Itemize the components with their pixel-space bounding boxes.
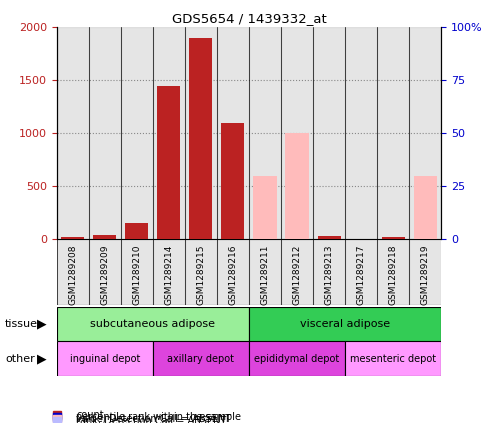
- Text: inguinal depot: inguinal depot: [70, 354, 140, 364]
- Text: subcutaneous adipose: subcutaneous adipose: [90, 319, 215, 329]
- Bar: [345, 341, 441, 376]
- Bar: [153, 341, 249, 376]
- Text: GSM1289211: GSM1289211: [260, 244, 270, 305]
- Bar: [285, 133, 309, 239]
- Bar: [414, 176, 437, 239]
- Bar: [125, 223, 148, 239]
- Bar: [121, 27, 153, 239]
- Bar: [382, 237, 405, 239]
- Bar: [249, 239, 281, 305]
- Text: GSM1289208: GSM1289208: [68, 244, 77, 305]
- Bar: [253, 176, 277, 239]
- Text: GSM1289216: GSM1289216: [228, 244, 238, 305]
- Text: percentile rank within the sample: percentile rank within the sample: [76, 412, 242, 423]
- Bar: [57, 341, 153, 376]
- Text: GSM1289210: GSM1289210: [132, 244, 141, 305]
- Bar: [185, 239, 217, 305]
- Bar: [221, 123, 245, 239]
- Bar: [121, 239, 153, 305]
- Bar: [313, 239, 345, 305]
- Bar: [57, 239, 89, 305]
- Bar: [317, 236, 341, 239]
- Text: rank, Detection Call = ABSENT: rank, Detection Call = ABSENT: [76, 416, 227, 423]
- Text: count: count: [76, 410, 104, 420]
- Bar: [89, 239, 121, 305]
- Bar: [345, 239, 377, 305]
- Text: GSM1289218: GSM1289218: [388, 244, 398, 305]
- Text: value, Detection Call = ABSENT: value, Detection Call = ABSENT: [76, 415, 232, 423]
- Bar: [281, 27, 313, 239]
- Bar: [153, 239, 185, 305]
- Text: GSM1289219: GSM1289219: [421, 244, 430, 305]
- Bar: [409, 27, 441, 239]
- Text: GSM1289209: GSM1289209: [100, 244, 109, 305]
- Bar: [157, 86, 180, 239]
- Bar: [185, 27, 217, 239]
- Text: axillary depot: axillary depot: [168, 354, 234, 364]
- Text: GSM1289212: GSM1289212: [292, 244, 302, 305]
- Text: GSM1289217: GSM1289217: [356, 244, 366, 305]
- Title: GDS5654 / 1439332_at: GDS5654 / 1439332_at: [172, 12, 326, 25]
- Text: ▶: ▶: [37, 317, 47, 330]
- Bar: [57, 27, 89, 239]
- Bar: [249, 27, 281, 239]
- Bar: [89, 27, 121, 239]
- Bar: [409, 239, 441, 305]
- Bar: [153, 27, 185, 239]
- Text: mesenteric depot: mesenteric depot: [350, 354, 436, 364]
- Bar: [377, 27, 409, 239]
- Text: visceral adipose: visceral adipose: [300, 319, 390, 329]
- Bar: [93, 235, 116, 239]
- Bar: [377, 239, 409, 305]
- Text: epididymal depot: epididymal depot: [254, 354, 340, 364]
- Bar: [249, 307, 441, 341]
- Bar: [61, 237, 84, 239]
- Text: GSM1289215: GSM1289215: [196, 244, 206, 305]
- Bar: [345, 27, 377, 239]
- Text: ▶: ▶: [37, 352, 47, 365]
- Text: GSM1289213: GSM1289213: [324, 244, 334, 305]
- Bar: [217, 27, 249, 239]
- Text: tissue: tissue: [5, 319, 38, 329]
- Bar: [57, 307, 249, 341]
- Text: GSM1289214: GSM1289214: [164, 244, 174, 305]
- Bar: [217, 239, 249, 305]
- Bar: [249, 341, 345, 376]
- Bar: [313, 27, 345, 239]
- Text: other: other: [5, 354, 35, 364]
- Bar: [189, 38, 212, 239]
- Bar: [281, 239, 313, 305]
